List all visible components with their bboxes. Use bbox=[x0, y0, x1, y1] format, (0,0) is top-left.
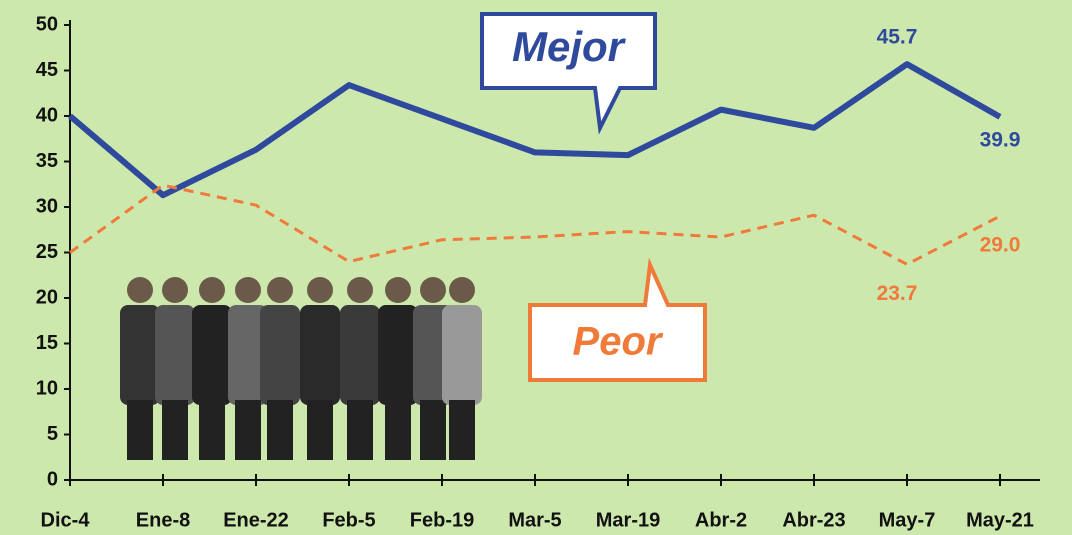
person-body bbox=[300, 305, 340, 405]
person-head bbox=[307, 277, 333, 303]
x-tick-label: Dic-4 bbox=[41, 509, 91, 531]
y-tick-label: 15 bbox=[36, 332, 58, 354]
x-tick-label: Feb-19 bbox=[410, 509, 474, 531]
y-tick-label: 20 bbox=[36, 286, 58, 308]
x-tick-label: Mar-19 bbox=[596, 509, 660, 531]
person-legs bbox=[420, 400, 446, 460]
person-head bbox=[385, 277, 411, 303]
y-tick-label: 30 bbox=[36, 195, 58, 217]
x-tick-label: Mar-5 bbox=[508, 509, 561, 531]
person-body bbox=[120, 305, 160, 405]
y-tick-label: 45 bbox=[36, 59, 58, 81]
data-label: 39.9 bbox=[980, 128, 1021, 151]
person-legs bbox=[347, 400, 373, 460]
person-legs bbox=[267, 400, 293, 460]
person-head bbox=[235, 277, 261, 303]
person-legs bbox=[449, 400, 475, 460]
person-legs bbox=[162, 400, 188, 460]
person-body bbox=[192, 305, 232, 405]
person-head bbox=[420, 277, 446, 303]
person-legs bbox=[127, 400, 153, 460]
person-head bbox=[267, 277, 293, 303]
legend-label: Peor bbox=[573, 320, 664, 364]
y-tick-label: 25 bbox=[36, 241, 58, 263]
person-legs bbox=[307, 400, 333, 460]
y-tick-label: 0 bbox=[47, 468, 58, 490]
y-tick-label: 40 bbox=[36, 104, 58, 126]
person-legs bbox=[235, 400, 261, 460]
person-legs bbox=[199, 400, 225, 460]
person-legs bbox=[385, 400, 411, 460]
data-label: 29.0 bbox=[980, 234, 1021, 257]
x-tick-label: Ene-22 bbox=[223, 509, 289, 531]
person-body bbox=[378, 305, 418, 405]
x-tick-label: Feb-5 bbox=[322, 509, 375, 531]
x-tick-label: May-21 bbox=[966, 509, 1034, 531]
y-tick-label: 5 bbox=[47, 423, 58, 445]
person-body bbox=[155, 305, 195, 405]
y-tick-label: 10 bbox=[36, 377, 58, 399]
y-tick-label: 50 bbox=[36, 13, 58, 35]
x-tick-label: Ene-8 bbox=[136, 509, 190, 531]
person-head bbox=[347, 277, 373, 303]
person-head bbox=[162, 277, 188, 303]
person-body bbox=[340, 305, 380, 405]
x-tick-label: Abr-2 bbox=[695, 509, 747, 531]
x-tick-label: Abr-23 bbox=[782, 509, 845, 531]
person-body bbox=[442, 305, 482, 405]
person-head bbox=[199, 277, 225, 303]
x-tick-label: May-7 bbox=[879, 509, 936, 531]
data-label: 23.7 bbox=[877, 282, 918, 305]
person-body bbox=[260, 305, 300, 405]
chart: Mejor Peor 0 5 10 15 20 25 30 35 40 45 50 Dic-4 Ene-… bbox=[0, 0, 1072, 535]
y-tick-label: 35 bbox=[36, 150, 58, 172]
data-label: 45.7 bbox=[877, 26, 918, 49]
person-head bbox=[449, 277, 475, 303]
legend-label: Mejor bbox=[512, 23, 627, 70]
person-head bbox=[127, 277, 153, 303]
